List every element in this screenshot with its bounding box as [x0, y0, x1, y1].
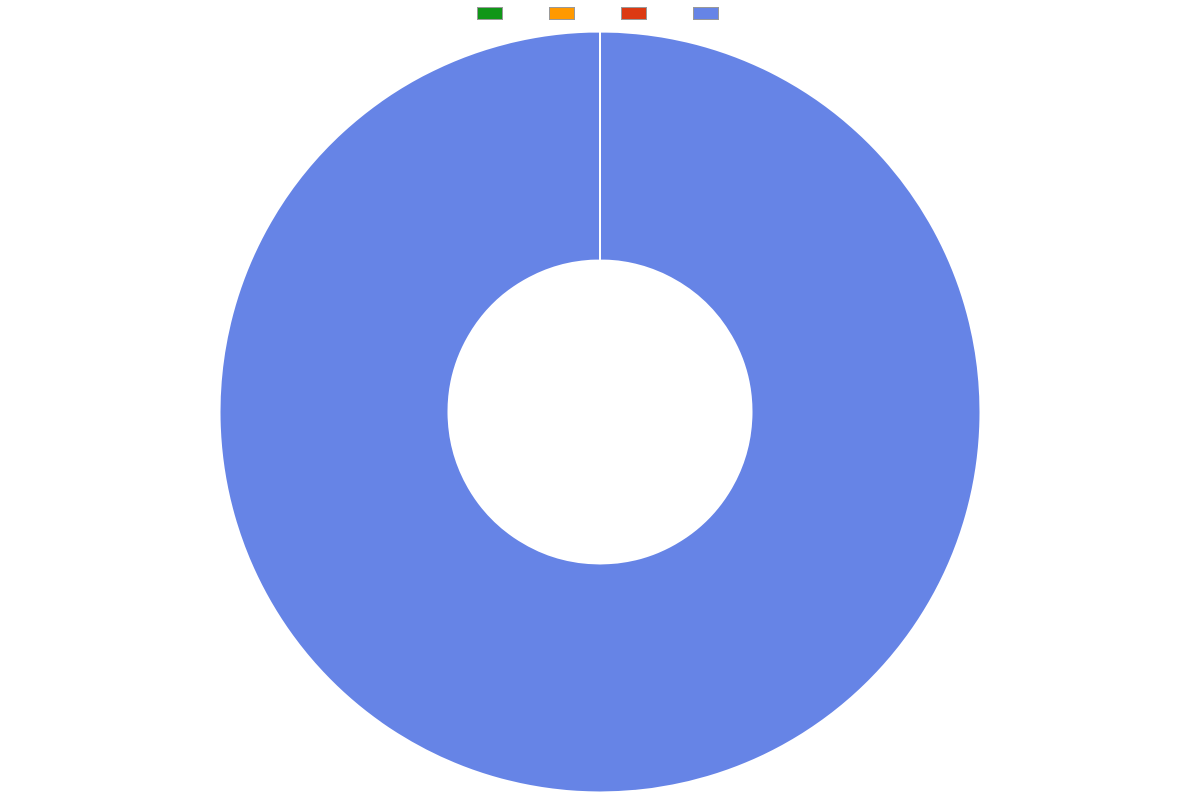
legend-item-3[interactable] — [693, 7, 723, 20]
legend-swatch-1 — [549, 7, 575, 20]
legend-item-2[interactable] — [621, 7, 651, 20]
legend-swatch-0 — [477, 7, 503, 20]
legend-item-1[interactable] — [549, 7, 579, 20]
legend-swatch-3 — [693, 7, 719, 20]
donut-chart — [0, 24, 1200, 800]
chart-legend — [0, 7, 1200, 20]
legend-item-0[interactable] — [477, 7, 507, 20]
legend-swatch-2 — [621, 7, 647, 20]
